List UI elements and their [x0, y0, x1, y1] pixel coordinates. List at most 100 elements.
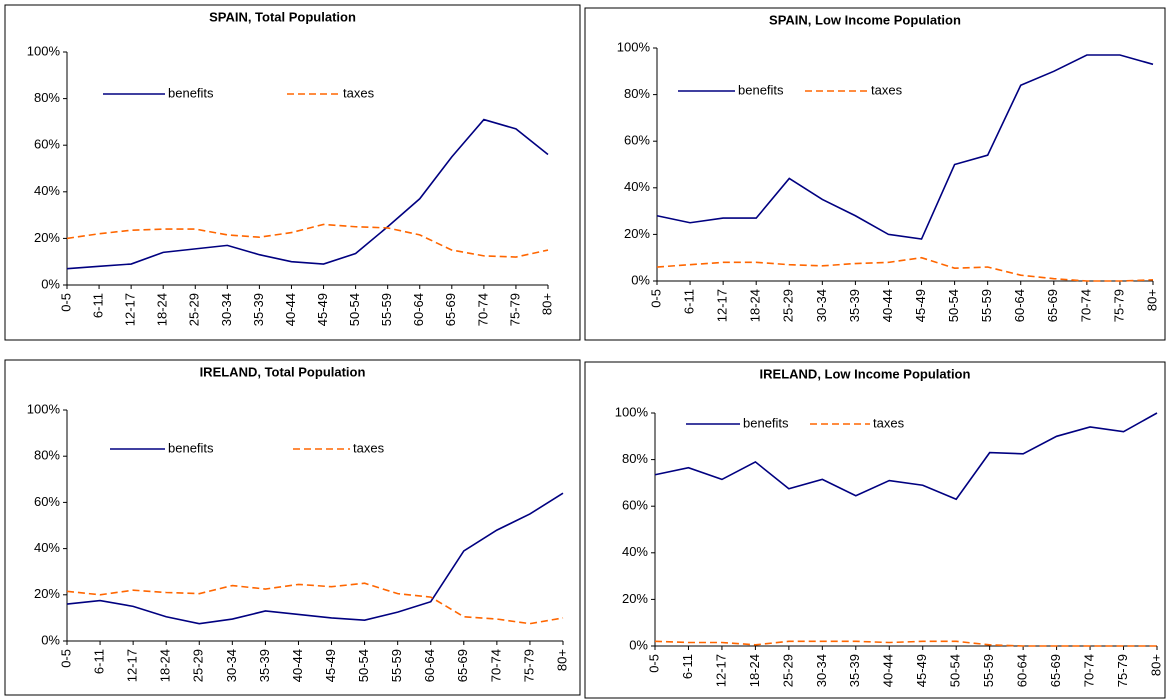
- x-tick-label: 12-17: [715, 289, 730, 322]
- x-tick-label: 6-11: [91, 293, 106, 318]
- x-tick-label: 40-44: [283, 293, 298, 326]
- x-tick-label: 45-49: [913, 289, 928, 322]
- x-tick-label: 30-34: [219, 293, 234, 326]
- x-tick-label: 0-5: [58, 293, 73, 312]
- x-tick-label: 70-74: [1078, 289, 1093, 322]
- x-tick-label: 12-17: [125, 649, 140, 682]
- y-tick-label: 100%: [27, 43, 61, 58]
- x-tick-label: 75-79: [1111, 289, 1126, 322]
- series-line: [66, 582, 564, 625]
- x-tick-label: 80+: [554, 649, 569, 671]
- y-tick-label: 60%: [34, 494, 60, 509]
- chart: SPAIN, Total Population 0% 20% 40% 60% 80% 100…: [4, 4, 581, 341]
- y-tick-label: 20%: [622, 591, 648, 606]
- chart-title: IRELAND, Total Population: [200, 364, 366, 379]
- legend-label: benefits: [168, 440, 214, 455]
- x-tick-label: 75-79: [1115, 654, 1130, 687]
- x-tick-label: 18-24: [748, 289, 763, 322]
- x-tick-label: 60-64: [1012, 289, 1027, 322]
- y-tick-label: 0%: [629, 637, 648, 652]
- chart-title: SPAIN, Total Population: [209, 9, 356, 24]
- y-tick-label: 20%: [34, 586, 60, 601]
- x-tick-label: 0-5: [648, 289, 663, 308]
- chart-title: SPAIN, Low Income Population: [769, 12, 961, 27]
- x-tick-label: 75-79: [521, 649, 536, 682]
- y-tick-label: 20%: [624, 226, 650, 241]
- y-tick-label: 80%: [622, 451, 648, 466]
- y-tick-label: 0%: [41, 276, 60, 291]
- series-line: [66, 223, 549, 258]
- series-line: [656, 54, 1154, 240]
- x-tick-label: 18-24: [747, 654, 762, 687]
- x-tick-label: 60-64: [422, 649, 437, 682]
- y-tick-label: 40%: [34, 183, 60, 198]
- series-line: [656, 256, 1154, 282]
- x-tick-label: 40-44: [881, 654, 896, 687]
- x-tick-label: 18-24: [158, 649, 173, 682]
- x-tick-label: 50-54: [356, 649, 371, 682]
- legend-label: benefits: [743, 415, 789, 430]
- x-tick-label: 55-59: [981, 654, 996, 687]
- y-tick-label: 100%: [615, 404, 649, 419]
- y-tick-label: 20%: [34, 230, 60, 245]
- x-tick-label: 12-17: [123, 293, 138, 326]
- x-tick-label: 55-59: [389, 649, 404, 682]
- x-tick-label: 80+: [1148, 654, 1163, 676]
- y-tick-label: 80%: [624, 86, 650, 101]
- y-tick-label: 60%: [624, 133, 650, 148]
- x-tick-label: 35-39: [257, 649, 272, 682]
- x-tick-label: 25-29: [187, 293, 202, 326]
- x-tick-label: 30-34: [814, 654, 829, 687]
- x-tick-label: 65-69: [455, 649, 470, 682]
- x-tick-label: 40-44: [880, 289, 895, 322]
- x-tick-label: 30-34: [814, 289, 829, 322]
- x-tick-label: 35-39: [251, 293, 266, 326]
- x-tick-label: 40-44: [290, 649, 305, 682]
- x-tick-label: 0-5: [58, 649, 73, 668]
- x-tick-label: 80+: [539, 293, 554, 315]
- x-tick-label: 0-5: [646, 654, 661, 673]
- x-tick-label: 30-34: [224, 649, 239, 682]
- y-tick-label: 100%: [27, 401, 61, 416]
- x-tick-label: 6-11: [682, 289, 697, 314]
- chart-title: IRELAND, Low Income Population: [760, 366, 971, 381]
- series-line: [654, 412, 1158, 501]
- x-tick-label: 70-74: [1082, 654, 1097, 687]
- x-tick-label: 55-59: [979, 289, 994, 322]
- x-tick-label: 50-54: [948, 654, 963, 687]
- chart-frame: [4, 359, 581, 696]
- x-tick-label: 6-11: [92, 649, 107, 674]
- legend-label: taxes: [871, 82, 903, 97]
- y-tick-label: 40%: [34, 540, 60, 555]
- x-tick-label: 25-29: [191, 649, 206, 682]
- x-tick-label: 45-49: [914, 654, 929, 687]
- x-tick-label: 50-54: [347, 293, 362, 326]
- legend-label: taxes: [353, 440, 385, 455]
- y-tick-label: 40%: [624, 179, 650, 194]
- y-tick-label: 80%: [34, 448, 60, 463]
- x-tick-label: 60-64: [1015, 654, 1030, 687]
- x-tick-label: 45-49: [323, 649, 338, 682]
- x-tick-label: 70-74: [475, 293, 490, 326]
- x-tick-label: 6-11: [680, 654, 695, 679]
- x-tick-label: 35-39: [847, 654, 862, 687]
- y-tick-label: 0%: [631, 272, 650, 287]
- series-line: [66, 118, 549, 270]
- x-tick-label: 60-64: [411, 293, 426, 326]
- x-tick-label: 65-69: [1048, 654, 1063, 687]
- y-tick-label: 80%: [34, 90, 60, 105]
- x-tick-label: 12-17: [713, 654, 728, 687]
- x-tick-label: 65-69: [443, 293, 458, 326]
- chart: IRELAND, Low Income Population 0% 20% 40% 60…: [584, 361, 1166, 699]
- x-tick-label: 75-79: [507, 293, 522, 326]
- x-tick-label: 25-29: [781, 289, 796, 322]
- series-line: [654, 640, 1157, 647]
- chart: SPAIN, Low Income Population 0% 20% 40% 60% 8…: [584, 7, 1166, 341]
- x-tick-label: 45-49: [315, 293, 330, 326]
- y-tick-label: 60%: [34, 137, 60, 152]
- y-tick-label: 40%: [622, 544, 648, 559]
- x-tick-label: 80+: [1144, 289, 1159, 311]
- legend-label: benefits: [738, 82, 784, 97]
- x-tick-label: 65-69: [1045, 289, 1060, 322]
